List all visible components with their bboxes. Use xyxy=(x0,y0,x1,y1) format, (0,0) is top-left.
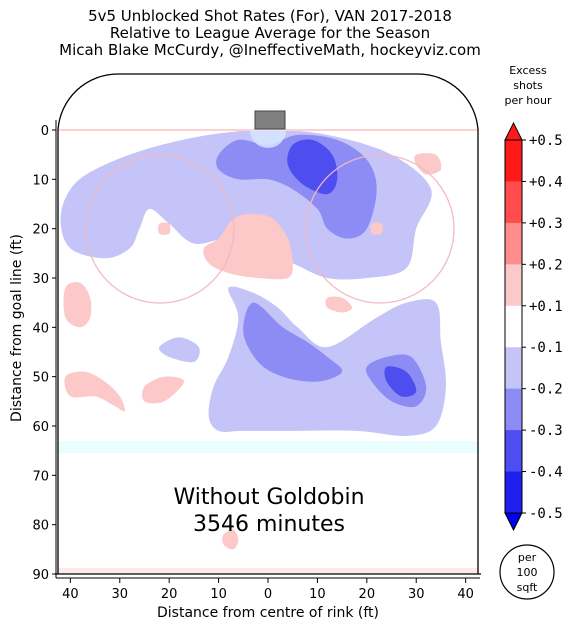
x-tick-label: 30 xyxy=(111,587,128,602)
colorbar-segment xyxy=(505,181,522,224)
colorbar-segment xyxy=(505,471,522,514)
colorbar-segment xyxy=(505,347,522,390)
colorbar-level-label: +0.5 xyxy=(529,133,563,149)
heatmap-region xyxy=(142,376,184,404)
chart-title-line1: 5v5 Unblocked Shot Rates (For), VAN 2017… xyxy=(88,7,452,25)
x-tick-label: 40 xyxy=(457,587,474,602)
x-tick-label: 20 xyxy=(161,587,178,602)
colorbar-bottom-extend xyxy=(504,512,523,532)
y-tick-label: 20 xyxy=(32,223,49,238)
y-axis-label: Distance from goal line (ft) xyxy=(9,234,25,422)
x-axis-ticks: 40 30 20 10 0 10 20 30 40 xyxy=(62,578,474,602)
colorbar-segment xyxy=(505,222,522,265)
colorbar-level-label: -0.4 xyxy=(529,465,563,481)
colorbar-level-label: -0.2 xyxy=(529,382,563,398)
x-tick-label: 10 xyxy=(210,587,227,602)
y-tick-label: 80 xyxy=(32,519,49,534)
unit-badge-line2: 100 xyxy=(517,566,538,579)
faceoff-circle-left xyxy=(85,154,235,304)
heatmap-region xyxy=(63,282,92,328)
colorbar-frame xyxy=(504,139,523,514)
x-tick-label: 40 xyxy=(62,587,79,602)
heatmap-region xyxy=(158,337,200,363)
colorbar-segment xyxy=(505,430,522,473)
x-tick-label: 30 xyxy=(408,587,425,602)
annotation-minutes: 3546 minutes xyxy=(193,512,345,537)
colorbar-level-label: +0.2 xyxy=(529,257,563,273)
y-tick-label: 60 xyxy=(32,420,49,435)
colorbar-segment xyxy=(505,305,522,348)
heatmap-regions xyxy=(60,130,447,550)
annotation-condition: Without Goldobin xyxy=(173,485,364,510)
colorbar-top-extend xyxy=(504,121,523,141)
blue-line xyxy=(58,441,478,453)
y-tick-label: 70 xyxy=(32,469,49,484)
colorbar-segment xyxy=(505,264,522,307)
heatmap-region xyxy=(243,302,343,382)
heatmap-region xyxy=(384,366,417,397)
colorbar-level-label: -0.1 xyxy=(529,340,563,356)
rink-markings xyxy=(58,129,478,574)
colorbar-title-line3: per hour xyxy=(505,94,552,107)
heatmap-region xyxy=(325,296,352,313)
colorbar-title-line2: shots xyxy=(513,79,543,92)
y-tick-label: 0 xyxy=(41,124,49,139)
chart-title-line3: Micah Blake McCurdy, @IneffectiveMath, h… xyxy=(59,41,481,59)
rink-boards xyxy=(57,73,479,574)
heatmap-region xyxy=(414,153,442,175)
goal-crease xyxy=(250,130,286,148)
unit-badge-line1: per xyxy=(518,551,537,564)
colorbar-level-label: +0.1 xyxy=(529,299,563,315)
colorbar-level-label: -0.3 xyxy=(529,423,563,439)
colorbar: +0.5 +0.4 +0.3 +0.2 +0.1 -0.1 -0.2 -0.3 -0.4 -0.5 xyxy=(504,121,563,532)
y-axis-ticks: 0 10 20 30 40 50 60 70 80 90 xyxy=(32,124,56,583)
y-tick-label: 10 xyxy=(32,173,49,188)
heatmap-region xyxy=(370,222,383,235)
colorbar-level-label: +0.4 xyxy=(529,174,563,190)
chart-title-line2: Relative to League Average for the Seaso… xyxy=(109,24,431,42)
x-axis-label: Distance from centre of rink (ft) xyxy=(157,605,379,621)
colorbar-level-label: +0.3 xyxy=(529,216,563,232)
y-tick-label: 90 xyxy=(32,568,49,583)
y-tick-label: 40 xyxy=(32,321,49,336)
goal-net xyxy=(254,110,286,130)
centre-line xyxy=(58,568,478,574)
heatmap-region xyxy=(64,371,125,412)
x-tick-label: 10 xyxy=(309,587,326,602)
unit-badge xyxy=(499,544,555,600)
unit-badge-line3: sqft xyxy=(517,581,538,594)
x-tick-label: 0 xyxy=(264,587,272,602)
x-tick-label: 20 xyxy=(359,587,376,602)
faceoff-circle-right xyxy=(305,154,455,304)
colorbar-segment xyxy=(505,140,522,182)
colorbar-segment xyxy=(505,388,522,431)
heatmap-region xyxy=(222,529,239,550)
heatmap-region xyxy=(216,134,377,239)
colorbar-title-line1: Excess xyxy=(509,64,547,77)
y-tick-label: 50 xyxy=(32,371,49,386)
y-tick-label: 30 xyxy=(32,272,49,287)
colorbar-level-label: -0.5 xyxy=(529,506,563,522)
heatmap-region xyxy=(158,222,171,235)
